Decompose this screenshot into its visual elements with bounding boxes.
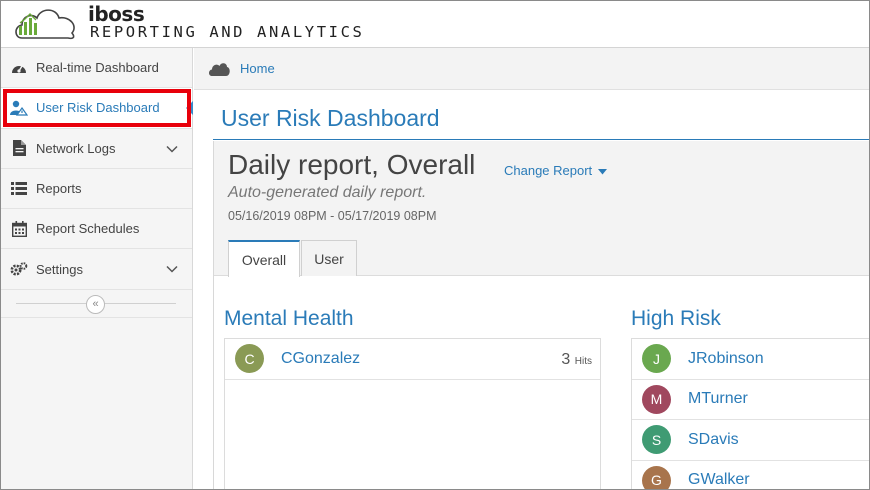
iboss-cloud-logo-icon [15, 9, 75, 40]
user-name-link[interactable]: JRobinson [688, 349, 764, 367]
avatar: M [642, 384, 671, 414]
tab-overall[interactable]: Overall [228, 240, 300, 277]
hits-count: 3 Hits [561, 351, 592, 368]
user-name-link[interactable]: MTurner [688, 390, 748, 408]
brand-tagline: REPORTING AND ANALYTICS [90, 23, 365, 41]
breadcrumb-home-link[interactable]: Home [240, 61, 275, 76]
mental-health-list: C CGonzalez 3 Hits [224, 338, 601, 490]
active-caret-icon [186, 101, 193, 116]
user-name-link[interactable]: GWalker [688, 471, 750, 489]
sidebar-item-label: Report Schedules [36, 221, 140, 237]
sidebar-item-realtime-dashboard[interactable]: Real-time Dashboard [0, 48, 192, 89]
mental-health-heading: Mental Health [224, 307, 354, 330]
sidebar-collapse-row: « [0, 290, 192, 318]
gears-icon [10, 261, 28, 277]
sidebar-item-label: Network Logs [36, 140, 116, 156]
sidebar-item-network-logs[interactable]: Network Logs [0, 129, 192, 169]
sidebar: Real-time Dashboard User Risk Dashboard … [0, 48, 193, 490]
tab-user[interactable]: User [301, 240, 357, 276]
chevron-down-icon[interactable] [166, 143, 178, 155]
sidebar-item-label: Reports [36, 181, 82, 197]
cloud-icon [209, 62, 230, 76]
sidebar-item-label: User Risk Dashboard [36, 100, 160, 116]
calendar-icon [10, 220, 28, 237]
page-title: User Risk Dashboard [221, 105, 440, 131]
list-item[interactable]: C CGonzalez 3 Hits [225, 339, 600, 380]
sidebar-item-reports[interactable]: Reports [0, 169, 192, 210]
user-risk-icon [10, 100, 28, 116]
list-item[interactable]: G GWalker [632, 461, 870, 490]
list-item[interactable]: S SDavis [632, 420, 870, 461]
document-icon [10, 140, 28, 157]
sidebar-item-label: Settings [36, 261, 83, 277]
app-header: iboss REPORTING AND ANALYTICS [0, 0, 870, 48]
list-icon [10, 181, 28, 197]
avatar: G [642, 465, 671, 490]
avatar: S [642, 425, 671, 455]
list-item[interactable]: M MTurner [632, 380, 870, 420]
report-container: Daily report, Overall Change Report Auto… [213, 141, 870, 490]
report-date-range: 05/16/2019 08PM - 05/17/2019 08PM [228, 209, 437, 223]
change-report-label: Change Report [504, 163, 593, 178]
report-title: Daily report, Overall [228, 149, 476, 180]
brand-name: iboss [88, 2, 145, 26]
dashboard-icon [10, 60, 28, 76]
sidebar-item-label: Real-time Dashboard [36, 60, 159, 76]
collapse-sidebar-button[interactable]: « [86, 294, 105, 314]
sidebar-item-settings[interactable]: Settings [0, 249, 192, 290]
avatar: C [235, 344, 264, 374]
user-name-link[interactable]: CGonzalez [281, 349, 361, 367]
user-name-link[interactable]: SDavis [688, 430, 739, 448]
report-header: Daily report, Overall Change Report Auto… [214, 141, 870, 277]
list-item[interactable]: J JRobinson [632, 339, 870, 380]
high-risk-list: J JRobinson M MTurner S SDavis G GWalker [631, 338, 870, 490]
breadcrumb: Home [194, 48, 870, 90]
title-divider [213, 139, 870, 140]
caret-down-icon [597, 168, 607, 175]
high-risk-heading: High Risk [631, 307, 721, 330]
avatar: J [642, 344, 671, 374]
chevron-down-icon[interactable] [166, 263, 178, 275]
report-description: Auto-generated daily report. [228, 184, 427, 201]
sidebar-item-report-schedules[interactable]: Report Schedules [0, 209, 192, 250]
sidebar-item-user-risk-dashboard[interactable]: User Risk Dashboard [0, 88, 193, 129]
change-report-dropdown[interactable]: Change Report [504, 163, 607, 178]
